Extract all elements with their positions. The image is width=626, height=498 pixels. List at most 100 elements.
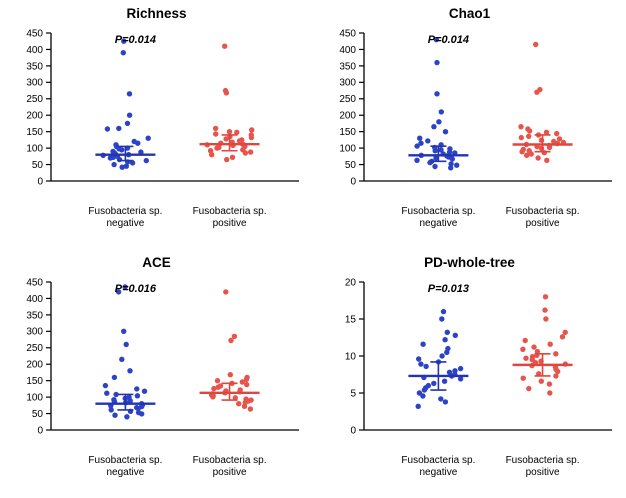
y-tick-label: 450 (339, 28, 356, 39)
data-point (448, 165, 454, 171)
y-tick-label: 200 (26, 111, 43, 122)
panel-richness: Richness 0 50 100 150 200 250 300 350 400 450 P=0… (0, 0, 313, 249)
data-point (414, 143, 420, 149)
data-point (139, 411, 145, 417)
y-tick-label: 250 (26, 343, 43, 354)
data-point (526, 128, 533, 134)
data-point (432, 163, 438, 170)
group-label-negative: Fusobacteria sp. negative (65, 206, 185, 230)
y-tick-label: 450 (26, 277, 43, 288)
data-point (239, 379, 245, 385)
data-point (438, 147, 444, 153)
data-point (518, 134, 524, 141)
y-tick-label: 300 (26, 78, 43, 89)
data-point (547, 390, 553, 396)
data-point (210, 394, 216, 400)
data-point (433, 155, 439, 161)
data-point (547, 341, 553, 347)
data-point (531, 344, 537, 350)
y-tick-label: 0 (37, 176, 43, 187)
group-label-line: Fusobacteria sp. (505, 455, 580, 466)
data-point (440, 308, 447, 315)
panel-chao1: Chao1 0 50 100 150 200 250 300 350 400 450 P=0.01… (313, 0, 626, 249)
data-point (121, 38, 127, 44)
data-point (227, 372, 233, 378)
group-label-line: negative (106, 218, 145, 230)
group-label-negative: Fusobacteria sp. negative (378, 206, 498, 230)
x-axis-labels: Fusobacteria sp. negative Fusobacteria s… (0, 205, 313, 241)
y-tick-label: 50 (32, 409, 44, 420)
data-point (518, 124, 524, 130)
y-tick-label: 300 (26, 327, 43, 338)
data-point (214, 378, 221, 384)
data-point (523, 355, 529, 361)
data-point (538, 137, 545, 143)
data-point (247, 406, 254, 412)
data-point (543, 316, 549, 322)
data-point (209, 152, 215, 158)
data-point (236, 138, 243, 144)
data-point (116, 156, 123, 163)
data-point (559, 334, 566, 340)
data-point (226, 129, 233, 135)
data-point (544, 157, 550, 163)
data-point (119, 356, 125, 362)
data-point (108, 407, 114, 413)
data-point (129, 160, 136, 166)
data-point (457, 365, 464, 372)
group-label-line: negative (419, 218, 458, 230)
data-point (434, 59, 440, 66)
data-point (528, 151, 534, 157)
x-axis-labels: Fusobacteria sp. negative Fusobacteria s… (0, 454, 313, 490)
data-point (231, 333, 238, 339)
data-point (116, 125, 122, 132)
panel-pd-whole-tree: PD-whole-tree 0 5 10 15 20 P=0.013 Fusobacte… (313, 249, 626, 498)
data-point (444, 329, 450, 335)
y-tick-label: 100 (26, 393, 43, 404)
data-point (446, 149, 453, 155)
data-point (242, 150, 249, 156)
p-value-label: P=0.013 (427, 283, 470, 295)
data-point (438, 396, 444, 402)
y-tick-label: 300 (339, 78, 356, 89)
data-point (542, 307, 548, 313)
y-tick-label: 100 (339, 144, 356, 155)
y-tick-label: 0 (37, 425, 43, 436)
group-label-positive: Fusobacteria sp. positive (483, 206, 603, 230)
data-point (555, 368, 561, 375)
group-label-positive: Fusobacteria sp. positive (483, 455, 603, 479)
data-point (520, 346, 526, 352)
data-point (553, 351, 559, 357)
group-label-negative: Fusobacteria sp. negative (65, 455, 185, 479)
data-point (448, 161, 454, 167)
chart-title: PD-whole-tree (424, 255, 515, 270)
data-point (449, 156, 455, 162)
y-tick-label: 250 (339, 94, 356, 105)
data-point (438, 109, 444, 115)
data-point (243, 376, 250, 383)
data-point (425, 138, 431, 144)
y-tick-label: 10 (345, 351, 357, 362)
data-point (556, 136, 563, 142)
panel-ace: ACE 0 50 100 150 200 250 300 350 400 450 P=0.016 … (0, 249, 313, 498)
data-point (249, 127, 255, 133)
data-point (538, 378, 544, 384)
data-point (562, 329, 568, 335)
y-tick-label: 150 (26, 127, 43, 138)
data-point (536, 371, 542, 377)
data-point (138, 149, 144, 155)
data-point (439, 353, 445, 359)
data-point (433, 36, 439, 43)
plot-area: 0 5 10 15 20 P=0.013 (313, 272, 626, 454)
data-point (417, 135, 423, 141)
y-tick-label: 0 (350, 176, 356, 187)
data-point (535, 155, 541, 161)
plot-area: 0 50 100 150 200 250 300 350 400 450 P=0.014 (0, 23, 313, 205)
data-point (228, 337, 234, 344)
data-point (454, 162, 460, 168)
data-point (244, 381, 250, 388)
data-point (534, 89, 540, 95)
data-point (415, 403, 421, 409)
data-point (432, 148, 438, 154)
